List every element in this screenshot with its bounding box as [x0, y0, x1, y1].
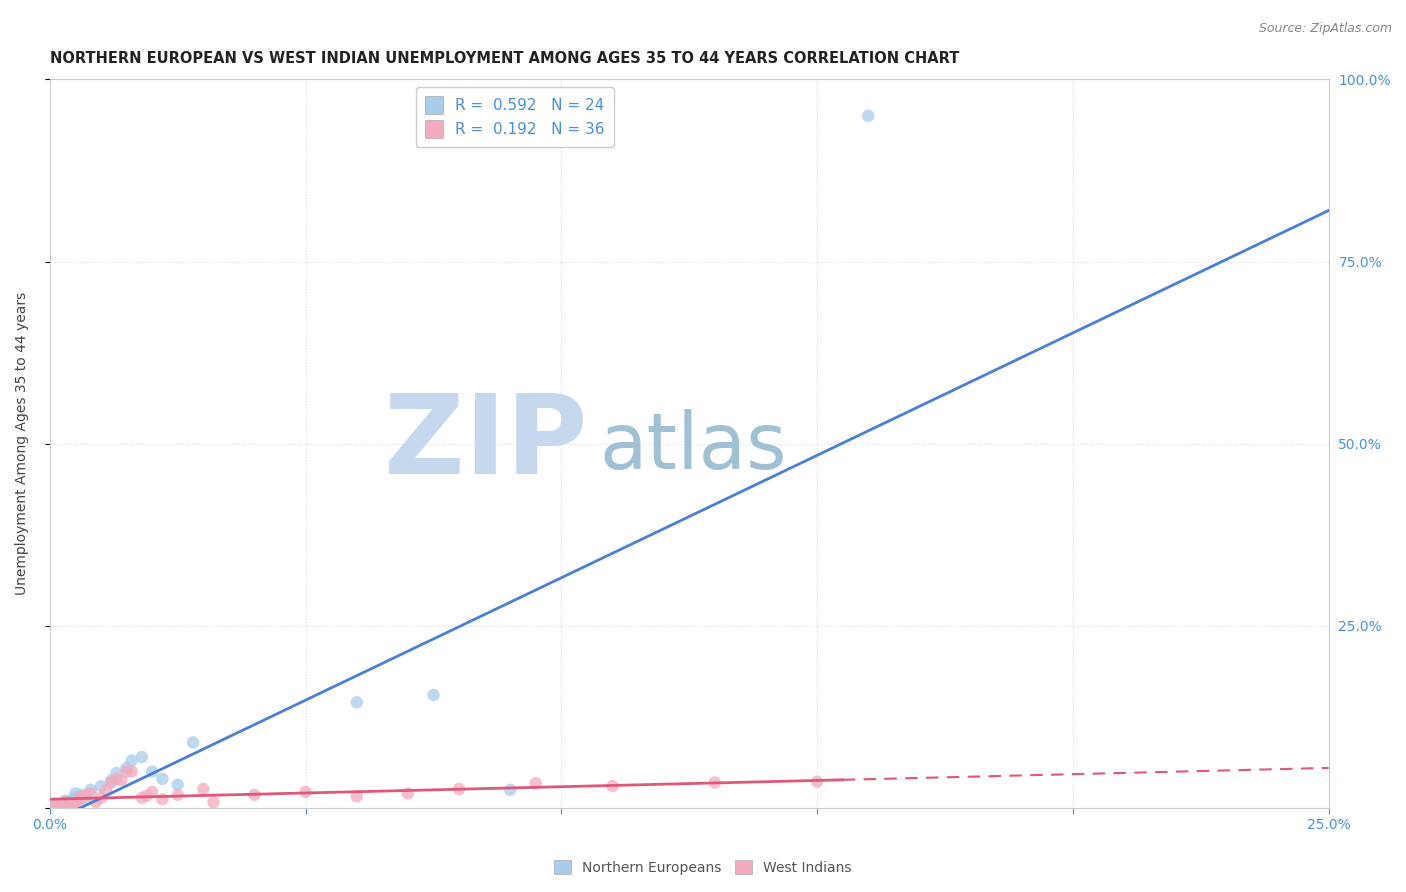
Point — [65, 795, 87, 809]
Point — [94, 782, 117, 797]
Point — [115, 761, 138, 775]
Point — [141, 764, 163, 779]
Point — [49, 797, 72, 812]
Point — [49, 797, 72, 812]
Point — [69, 790, 91, 805]
Point — [141, 785, 163, 799]
Point — [53, 795, 76, 809]
Point — [49, 798, 72, 813]
Point — [806, 774, 828, 789]
Point — [166, 778, 188, 792]
Point — [80, 786, 103, 800]
Point — [59, 797, 82, 812]
Point — [202, 795, 225, 809]
Point — [422, 688, 444, 702]
Point — [447, 782, 470, 797]
Point — [90, 790, 112, 805]
Point — [110, 773, 132, 788]
Point — [396, 786, 419, 800]
Point — [65, 790, 87, 805]
Point — [121, 764, 143, 779]
Point — [346, 695, 368, 709]
Text: NORTHERN EUROPEAN VS WEST INDIAN UNEMPLOYMENT AMONG AGES 35 TO 44 YEARS CORRELAT: NORTHERN EUROPEAN VS WEST INDIAN UNEMPLO… — [49, 51, 959, 66]
Point — [136, 789, 159, 803]
Point — [44, 798, 66, 813]
Point — [69, 788, 91, 802]
Point — [100, 775, 122, 789]
Point — [100, 773, 122, 788]
Point — [84, 795, 107, 809]
Point — [75, 788, 97, 802]
Point — [44, 797, 66, 812]
Text: Source: ZipAtlas.com: Source: ZipAtlas.com — [1258, 22, 1392, 36]
Point — [602, 779, 624, 793]
Point — [524, 776, 547, 790]
Point — [346, 789, 368, 804]
Point — [858, 109, 880, 123]
Point — [294, 785, 316, 799]
Point — [53, 797, 76, 812]
Legend: Northern Europeans, West Indians: Northern Europeans, West Indians — [548, 855, 858, 880]
Point — [105, 766, 128, 780]
Point — [69, 792, 91, 806]
Point — [499, 782, 522, 797]
Y-axis label: Unemployment Among Ages 35 to 44 years: Unemployment Among Ages 35 to 44 years — [15, 292, 30, 595]
Legend: R =  0.592   N = 24, R =  0.192   N = 36: R = 0.592 N = 24, R = 0.192 N = 36 — [416, 87, 614, 146]
Point — [105, 772, 128, 786]
Point — [53, 794, 76, 808]
Point — [59, 794, 82, 808]
Point — [703, 775, 725, 789]
Point — [90, 779, 112, 793]
Point — [65, 786, 87, 800]
Text: atlas: atlas — [600, 409, 787, 485]
Point — [80, 782, 103, 797]
Point — [75, 792, 97, 806]
Point — [243, 788, 266, 802]
Point — [131, 750, 153, 764]
Point — [115, 764, 138, 779]
Point — [166, 788, 188, 802]
Point — [193, 782, 215, 797]
Text: ZIP: ZIP — [384, 390, 586, 497]
Point — [150, 792, 173, 806]
Point — [53, 798, 76, 813]
Point — [121, 754, 143, 768]
Point — [181, 735, 204, 749]
Point — [150, 772, 173, 786]
Point — [131, 790, 153, 805]
Point — [65, 798, 87, 813]
